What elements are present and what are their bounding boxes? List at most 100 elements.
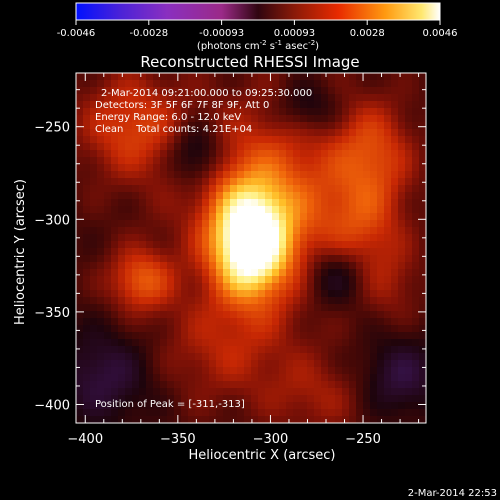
heatmap-cell <box>237 199 245 207</box>
heatmap-cell <box>356 409 364 417</box>
heatmap-cell <box>181 374 189 382</box>
heatmap-cell <box>104 311 112 319</box>
heatmap-cell <box>174 290 182 298</box>
heatmap-cell <box>265 381 273 389</box>
heatmap-cell <box>286 416 294 423</box>
heatmap-cell <box>314 94 322 102</box>
heatmap-cell <box>216 213 224 221</box>
heatmap-cell <box>76 346 84 354</box>
heatmap-cell <box>321 143 329 151</box>
heatmap-cell <box>405 101 413 109</box>
heatmap-cell <box>118 290 126 298</box>
heatmap-cell <box>244 80 252 88</box>
heatmap-cell <box>377 234 385 242</box>
heatmap-cell <box>76 87 84 95</box>
heatmap-cell <box>76 220 84 228</box>
heatmap-cell <box>328 185 336 193</box>
heatmap-cell <box>377 339 385 347</box>
heatmap-cell <box>314 220 322 228</box>
heatmap-cell <box>293 80 301 88</box>
heatmap-cell <box>237 283 245 291</box>
heatmap-cell <box>160 248 168 256</box>
heatmap-cell <box>293 262 301 270</box>
heatmap-cell <box>342 115 350 123</box>
heatmap-cell <box>139 115 147 123</box>
heatmap-cell <box>237 367 245 375</box>
heatmap-cell <box>272 304 280 312</box>
heatmap-cell <box>153 115 161 123</box>
heatmap-cell <box>188 108 196 116</box>
heatmap-cell <box>104 199 112 207</box>
heatmap-cell <box>223 353 231 361</box>
heatmap-cell <box>419 353 426 361</box>
heatmap-cell <box>300 283 308 291</box>
heatmap-cell <box>146 220 154 228</box>
heatmap-cell <box>174 206 182 214</box>
heatmap-cell <box>90 241 98 249</box>
heatmap-cell <box>286 122 294 130</box>
heatmap-cell <box>412 276 420 284</box>
heatmap-cell <box>90 248 98 256</box>
heatmap-cell <box>97 276 105 284</box>
heatmap-cell <box>90 290 98 298</box>
heatmap-cell <box>405 164 413 172</box>
heatmap-cell <box>132 108 140 116</box>
heatmap-cell <box>118 353 126 361</box>
heatmap-cell <box>272 374 280 382</box>
heatmap-cell <box>167 332 175 340</box>
heatmap-cell <box>377 332 385 340</box>
heatmap-cell <box>349 73 357 81</box>
heatmap-cell <box>237 332 245 340</box>
heatmap-cell <box>405 122 413 130</box>
heatmap-cell <box>90 185 98 193</box>
heatmap-cell <box>132 206 140 214</box>
heatmap-cell <box>356 108 364 116</box>
heatmap-cell <box>216 388 224 396</box>
heatmap-cell <box>237 395 245 403</box>
heatmap-cell <box>76 171 84 179</box>
heatmap-cell <box>258 234 266 242</box>
heatmap-cell <box>230 297 238 305</box>
heatmap-cell <box>265 220 273 228</box>
heatmap-cell <box>202 136 210 144</box>
heatmap-cell <box>356 129 364 137</box>
heatmap-cell <box>132 325 140 333</box>
heatmap-cell <box>97 129 105 137</box>
heatmap-cell <box>76 94 84 102</box>
heatmap-cell <box>118 346 126 354</box>
heatmap-cell <box>97 332 105 340</box>
heatmap-cell <box>398 157 406 165</box>
heatmap-cell <box>328 353 336 361</box>
heatmap-cell <box>195 234 203 242</box>
heatmap-cell <box>356 248 364 256</box>
heatmap-cell <box>377 213 385 221</box>
heatmap-cell <box>335 269 343 277</box>
heatmap-cell <box>118 360 126 368</box>
heatmap-cell <box>76 164 84 172</box>
heatmap-cell <box>265 199 273 207</box>
heatmap-cell <box>188 395 196 403</box>
heatmap-cell <box>314 297 322 305</box>
heatmap-cell <box>314 276 322 284</box>
heatmap-cell <box>398 374 406 382</box>
heatmap-cell <box>412 402 420 410</box>
heatmap-cell <box>181 248 189 256</box>
heatmap-cell <box>125 94 133 102</box>
heatmap-cell <box>209 122 217 130</box>
heatmap-cell <box>342 101 350 109</box>
heatmap-cell <box>293 234 301 242</box>
heatmap-cell <box>209 73 217 81</box>
heatmap-cell <box>363 297 371 305</box>
heatmap-cell <box>153 171 161 179</box>
heatmap-cell <box>405 360 413 368</box>
heatmap-cell <box>286 241 294 249</box>
heatmap-cell <box>111 346 119 354</box>
heatmap-cell <box>314 304 322 312</box>
heatmap-cell <box>279 80 287 88</box>
heatmap-cell <box>111 164 119 172</box>
heatmap-cell <box>412 108 420 116</box>
heatmap-cell <box>97 374 105 382</box>
heatmap-cell <box>139 136 147 144</box>
heatmap-cell <box>118 409 126 417</box>
heatmap-cell <box>97 199 105 207</box>
